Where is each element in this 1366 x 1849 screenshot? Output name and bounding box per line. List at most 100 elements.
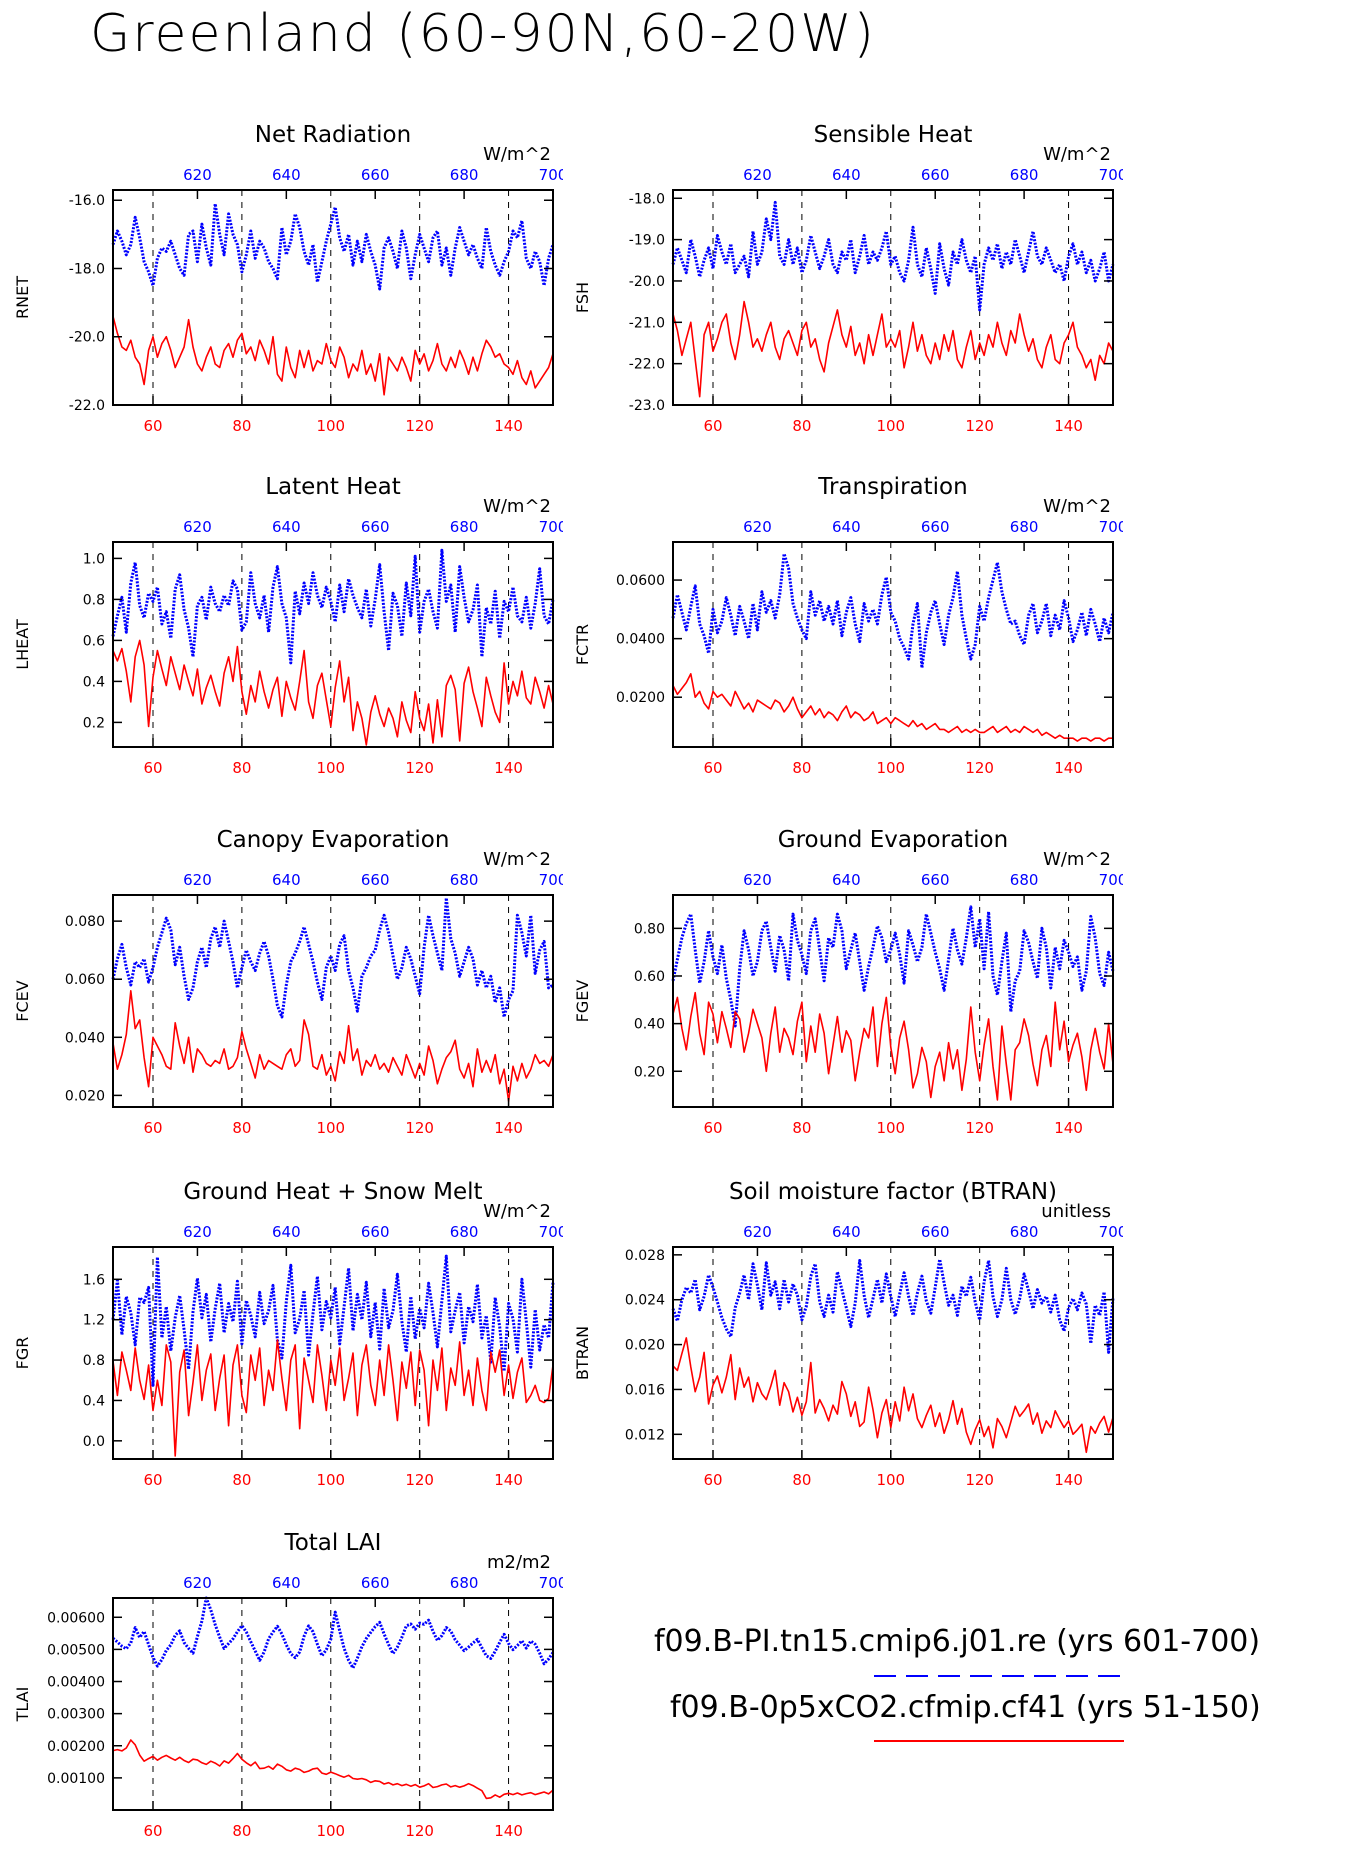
y-tick-label: 0.020	[625, 1338, 665, 1354]
units-label: W/m^2	[483, 496, 551, 517]
x-tick-label-top: 640	[272, 871, 301, 889]
chart-fgev: Ground Evaporation W/m^2 0.20 0.40 0.60 0.80 6…	[573, 827, 1123, 1137]
y-tick-label: 0.00200	[47, 1739, 105, 1755]
y-tick-label: 0.0600	[616, 573, 665, 589]
x-tick-label-bottom: 120	[965, 1119, 994, 1137]
series-line-b	[112, 316, 554, 396]
x-tick-label-top: 620	[183, 518, 212, 536]
units-label: unitless	[1041, 1201, 1111, 1222]
y-tick-label: 0.4	[83, 1393, 105, 1409]
y-tick-label: 0.6	[83, 633, 105, 649]
series-line-b	[112, 639, 554, 746]
units-label: W/m^2	[1043, 496, 1111, 517]
y-tick-label: 0.024	[625, 1293, 665, 1309]
x-tick-label-top: 620	[183, 1574, 212, 1592]
x-tick-label-top: 660	[361, 166, 390, 184]
x-tick-label-bottom: 60	[143, 1471, 162, 1489]
x-tick-label-bottom: 60	[143, 417, 162, 435]
series-line-a	[671, 905, 1115, 1028]
x-tick-label-bottom: 120	[405, 1822, 434, 1840]
x-tick-label-bottom: 80	[232, 1119, 251, 1137]
chart-btran: Soil moisture factor (BTRAN)unitless 0.01…	[573, 1179, 1123, 1489]
x-tick-label-bottom: 100	[316, 1119, 345, 1137]
x-tick-label-bottom: 140	[494, 1822, 523, 1840]
chart-title: Sensible Heat	[814, 122, 973, 148]
y-tick-label: -20.0	[629, 274, 665, 290]
series-line-b	[672, 673, 1113, 742]
x-tick-label-bottom: 80	[232, 417, 251, 435]
x-tick-label-bottom: 60	[703, 1119, 722, 1137]
x-tick-label-top: 680	[450, 166, 479, 184]
x-tick-label-bottom: 60	[703, 759, 722, 777]
x-tick-label-bottom: 60	[143, 1822, 162, 1840]
y-tick-label: 0.0400	[616, 632, 665, 648]
y-tick-label: 1.6	[83, 1272, 105, 1288]
plot-frame	[112, 189, 554, 406]
x-tick-label-top: 660	[361, 518, 390, 536]
plot-frame	[672, 1246, 1114, 1460]
x-tick-label-top: 680	[1010, 166, 1039, 184]
y-tick-label: 0.80	[634, 921, 665, 937]
x-tick-label-top: 700	[539, 518, 563, 536]
series-line-b	[112, 1739, 554, 1800]
x-tick-label-bottom: 120	[965, 1471, 994, 1489]
x-tick-label-bottom: 100	[316, 1822, 345, 1840]
y-tick-label: 0.020	[65, 1088, 105, 1104]
chart-title: Latent Heat	[265, 474, 401, 500]
x-tick-label-top: 660	[361, 1223, 390, 1241]
x-tick-label-top: 620	[743, 518, 772, 536]
chart-fsh: Sensible Heat W/m^2 -18.0 -19.0 -20.0 -21.0 -2…	[573, 122, 1123, 435]
x-tick-label-bottom: 140	[494, 417, 523, 435]
x-tick-label-top: 660	[921, 518, 950, 536]
series-line-b	[112, 990, 554, 1103]
x-tick-label-top: 700	[539, 871, 563, 889]
series-line-a	[671, 200, 1115, 312]
chart-title: Ground Heat + Snow Melt	[183, 1179, 482, 1205]
y-tick-label: 0.40	[634, 1017, 665, 1033]
y-axis-label: LHEAT	[13, 619, 32, 670]
series-line-a	[111, 202, 555, 291]
x-tick-label-bottom: 80	[792, 417, 811, 435]
legend-entry-b: f09.B-0p5xCO2.cfmip.cf41 (yrs 51-150)	[670, 1690, 1261, 1725]
x-tick-label-top: 660	[921, 166, 950, 184]
chart-title: Soil moisture factor (BTRAN)	[729, 1179, 1057, 1205]
x-tick-label-top: 700	[539, 1223, 563, 1241]
y-axis-label: FCTR	[573, 624, 592, 665]
chart-rnet: Net Radiation W/m^2 -16.0 -18.0 -20.0 -22.0 60…	[13, 122, 563, 435]
y-tick-label: 0.8	[83, 592, 105, 608]
x-tick-label-bottom: 100	[316, 417, 345, 435]
y-tick-label: -20.0	[69, 330, 105, 346]
x-tick-label-bottom: 140	[1054, 1119, 1083, 1137]
x-tick-label-top: 700	[539, 166, 563, 184]
chart-title: Transpiration	[817, 474, 967, 500]
x-tick-label-top: 700	[1099, 518, 1123, 536]
x-tick-label-bottom: 140	[494, 759, 523, 777]
chart-title: Net Radiation	[255, 122, 411, 148]
x-tick-label-bottom: 80	[232, 1471, 251, 1489]
x-tick-label-top: 700	[1099, 871, 1123, 889]
x-tick-label-bottom: 60	[143, 1119, 162, 1137]
y-tick-label: -18.0	[69, 261, 105, 277]
plot-frame	[112, 1597, 554, 1811]
y-tick-label: 0.016	[625, 1382, 665, 1398]
chart-fctr: Transpiration W/m^2 0.0200 0.0400 0.0600 60 80…	[573, 474, 1123, 777]
x-tick-label-top: 640	[832, 871, 861, 889]
x-tick-label-bottom: 100	[876, 1119, 905, 1137]
plot-frame	[672, 189, 1114, 406]
y-tick-label: -16.0	[69, 193, 105, 209]
plot-frame	[112, 894, 554, 1108]
x-tick-label-top: 620	[743, 871, 772, 889]
y-tick-label: -22.0	[69, 398, 105, 414]
x-tick-label-bottom: 140	[1054, 1471, 1083, 1489]
x-tick-label-top: 680	[1010, 871, 1039, 889]
x-tick-label-bottom: 100	[316, 1471, 345, 1489]
x-tick-label-bottom: 120	[405, 1119, 434, 1137]
plot-frame	[672, 894, 1114, 1108]
y-tick-label: 0.060	[65, 972, 105, 988]
x-tick-label-bottom: 140	[1054, 759, 1083, 777]
y-tick-label: 0.040	[65, 1030, 105, 1046]
x-tick-label-top: 700	[1099, 1223, 1123, 1241]
y-tick-label: 0.2	[83, 715, 105, 731]
x-tick-label-bottom: 100	[876, 417, 905, 435]
